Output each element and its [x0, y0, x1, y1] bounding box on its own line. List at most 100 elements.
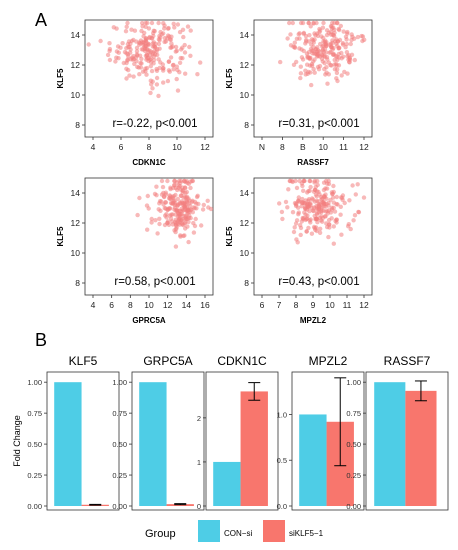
y-tick-label: 0.50 — [112, 440, 127, 449]
y-tick-label: 2 — [197, 414, 201, 423]
scatter-point — [176, 217, 181, 223]
scatter-point — [317, 230, 323, 235]
scatter-point — [173, 44, 179, 50]
x-axis-label: GPRC5A — [132, 316, 166, 325]
scatter-point — [280, 216, 285, 222]
scatter-point — [169, 34, 174, 39]
scatter-point — [336, 46, 341, 51]
scatter-point — [149, 82, 154, 87]
y-tick-label: 12 — [240, 60, 250, 70]
x-tick-label: 6 — [109, 300, 114, 310]
scatter-point — [158, 35, 163, 40]
scatter-point — [291, 229, 297, 235]
scatter-point — [130, 55, 135, 60]
scatter-point — [146, 50, 151, 55]
x-tick-label: 12 — [200, 142, 210, 152]
scatter-point — [190, 198, 195, 203]
scatter-point — [306, 225, 311, 231]
scatter-point — [162, 35, 168, 41]
scatter-point — [185, 24, 191, 29]
scatter-point — [177, 222, 182, 227]
scatter-point — [200, 207, 206, 212]
scatter-point — [152, 28, 157, 34]
scatter-point — [312, 57, 317, 62]
scatter-point — [321, 194, 327, 199]
scatter-points — [135, 178, 214, 249]
scatter-point — [293, 221, 299, 226]
x-axis-label: RASSF7 — [297, 158, 329, 167]
scatter-point — [138, 38, 144, 43]
scatter-point — [292, 200, 298, 206]
scatter-point — [304, 51, 310, 56]
scatter-point — [301, 178, 306, 184]
scatter-point — [298, 223, 303, 228]
scatter-point — [317, 28, 323, 33]
x-tick-label: 11 — [343, 300, 352, 310]
scatter-point — [152, 48, 157, 54]
bar-panel-klf5: KLF5 0.00 0.25 0.50 0.75 1.00 Fold Change — [12, 354, 120, 511]
bar-panel-title: GRPC5A — [143, 354, 192, 368]
x-tick-label: 10 — [172, 142, 182, 152]
bar-panel-rassf7: RASSF7 0.00 0.25 0.50 0.75 1.00 — [346, 354, 449, 511]
scatter-point — [332, 20, 337, 26]
y-tick-label: 1 — [197, 458, 201, 467]
scatter-point — [352, 57, 357, 63]
scatter-point — [155, 52, 160, 58]
scatter-point — [336, 55, 342, 60]
scatter-point — [339, 232, 344, 237]
scatter-point — [298, 64, 303, 69]
scatter-point — [283, 199, 289, 205]
scatter-point — [309, 37, 315, 42]
scatter-point — [173, 244, 179, 249]
scatter-point — [320, 219, 325, 224]
scatter-point — [168, 55, 174, 60]
scatter-point — [170, 200, 176, 206]
scatter-point — [107, 41, 112, 46]
scatter-point — [161, 21, 166, 26]
scatter-point — [331, 183, 336, 189]
scatter-point — [305, 202, 310, 208]
scatter-point — [176, 211, 182, 217]
scatter-point — [134, 39, 139, 44]
scatter-point — [134, 45, 140, 51]
scatter-point — [338, 212, 343, 217]
x-tick-label: 8 — [294, 300, 299, 310]
scatter-point — [139, 61, 144, 66]
scatter-point — [287, 20, 292, 26]
y-tick-label: 0.75 — [27, 409, 42, 418]
legend-label-siklf5: siKLF5−1 — [289, 529, 324, 538]
scatter-point — [326, 181, 332, 187]
scatter-point — [183, 207, 188, 212]
scatter-point — [145, 20, 150, 26]
bar-siklf5 — [405, 390, 437, 506]
scatter-point — [156, 93, 161, 99]
scatter-point — [349, 32, 354, 37]
scatter-point — [188, 28, 193, 33]
scatter-point — [123, 29, 129, 34]
scatter-point — [186, 196, 191, 201]
scatter-point — [324, 65, 329, 70]
scatter-point — [323, 72, 328, 77]
scatter-point — [156, 20, 161, 26]
scatter-point — [195, 72, 200, 77]
scatter-point — [329, 190, 335, 195]
scatter-point — [331, 205, 336, 210]
scatter-point — [148, 63, 153, 69]
scatter-point — [148, 60, 154, 65]
scatter-point — [173, 185, 178, 191]
scatter-point — [292, 225, 297, 230]
scatter-point — [298, 232, 303, 238]
scatter-point — [355, 34, 361, 40]
scatter-point — [362, 37, 367, 42]
scatter-point — [137, 195, 142, 201]
scatter-point — [338, 204, 343, 209]
scatter-point — [125, 58, 130, 63]
scatter-point — [147, 35, 152, 41]
y-tick-label: 8 — [75, 278, 80, 288]
scatter-point — [353, 192, 358, 197]
legend-title: Group — [145, 528, 176, 540]
panel-label-b: B — [35, 330, 47, 350]
scatter-point — [334, 70, 340, 76]
scatter-point — [165, 78, 171, 84]
scatter-point — [318, 226, 323, 231]
